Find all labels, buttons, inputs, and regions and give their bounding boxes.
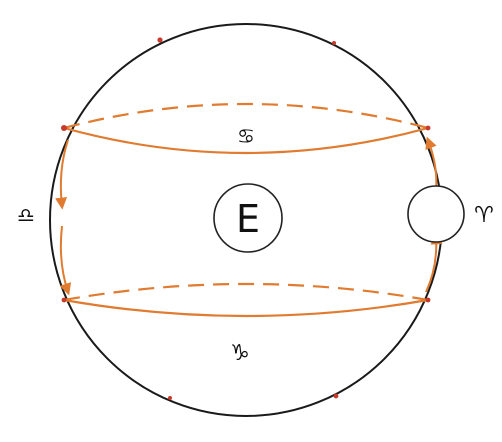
left-arc-arrow-lower [59, 225, 72, 296]
sun-circle [407, 185, 465, 243]
cancer-sign-label: ♋︎ [237, 124, 255, 148]
point-marker-bottom-right [333, 393, 339, 399]
capricorn-sign-label: ♑︎ [230, 341, 250, 366]
point-marker-top-right [332, 41, 336, 45]
point-marker-upper-right [425, 125, 431, 131]
point-marker-top-left [157, 37, 163, 43]
lower-path-front [63, 298, 429, 318]
point-marker-lower-right [425, 297, 431, 303]
point-marker-upper-left [61, 125, 67, 131]
earth-circle [213, 183, 283, 253]
upper-path-back [63, 102, 429, 130]
left-arc-arrow-upper [55, 139, 69, 210]
libra-sign-label: ♎︎ [17, 203, 35, 227]
point-marker-lower-left [61, 297, 67, 303]
earth-label: E [236, 197, 260, 241]
point-marker-bottom-left [168, 396, 172, 400]
right-arc-arrow-upper [425, 136, 438, 191]
upper-path-front [63, 126, 429, 155]
lower-path-back [63, 282, 429, 302]
aries-sign-label: ♈︎ [474, 203, 494, 228]
